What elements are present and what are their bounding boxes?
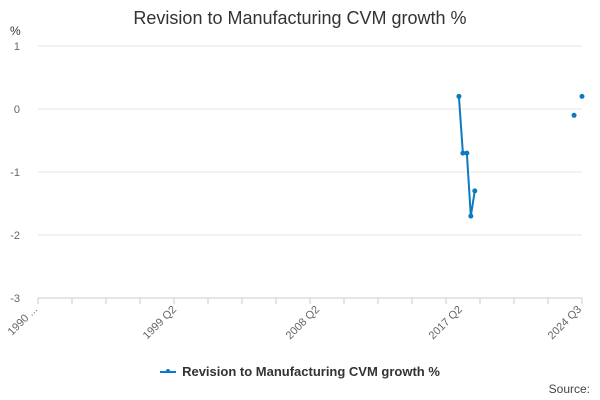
legend-line-marker-icon [160, 368, 177, 373]
y-tick-label: -2 [10, 230, 20, 242]
source-label: Source: [548, 382, 590, 396]
data-point [472, 188, 478, 194]
x-tick-label: 2024 Q3 [546, 304, 584, 342]
data-point [468, 213, 474, 219]
data-point [464, 150, 470, 156]
y-tick-label: 1 [14, 41, 20, 53]
x-tick-label: 2017 Q2 [427, 304, 465, 342]
y-tick-label: -3 [10, 293, 20, 305]
y-axis-unit-label: % [10, 24, 21, 38]
data-point [571, 112, 577, 118]
legend-label: Revision to Manufacturing CVM growth % [182, 364, 440, 379]
x-tick-label: 1999 Q2 [141, 304, 179, 342]
y-tick-label: -1 [10, 167, 20, 179]
data-point [456, 93, 462, 99]
series-line [457, 96, 476, 218]
x-tick-label: 1990 ... [6, 304, 40, 338]
x-tick-label: 2008 Q2 [284, 304, 322, 342]
legend[interactable]: Revision to Manufacturing CVM growth % [0, 364, 600, 379]
y-tick-label: 0 [14, 104, 20, 116]
chart-title: Revision to Manufacturing CVM growth % [133, 8, 467, 28]
data-point [460, 150, 466, 156]
data-point [579, 93, 585, 99]
